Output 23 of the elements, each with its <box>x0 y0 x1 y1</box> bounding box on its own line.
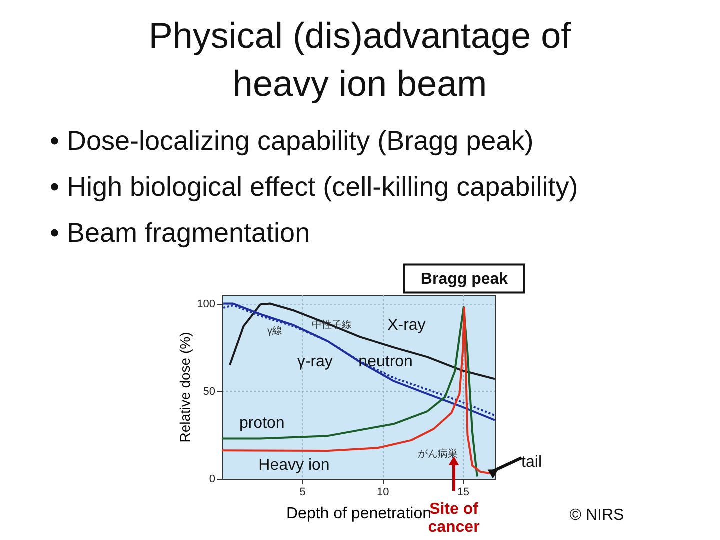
chart-title: Physical (dis)advantage of heavy ion beam <box>148 15 572 104</box>
y-tick-label: 100 <box>197 298 216 310</box>
x-tick-label: 15 <box>457 486 470 498</box>
text: © NIRS <box>570 507 624 524</box>
annotation: がん病巣 <box>418 448 458 460</box>
series-label: γ-ray <box>297 354 333 371</box>
line-series <box>229 302 495 380</box>
annotation: γ線 <box>268 326 282 337</box>
series-label: proton <box>239 414 285 432</box>
annotation: tail <box>522 454 542 471</box>
x-tick-label: 10 <box>376 486 390 498</box>
series-label: Heavy ion <box>258 456 330 474</box>
text: • High biological effect (cell-killing capability) <box>50 172 578 202</box>
y-axis-title: Relative dose (%) <box>177 332 194 443</box>
annotation: Bragg peak <box>420 270 508 288</box>
y-tick-label: 50 <box>203 386 216 398</box>
text: • Beam fragmentation <box>50 218 310 248</box>
series-label: X-ray <box>388 316 426 334</box>
text: • Dose-localizing capability (Bragg peak) <box>50 126 534 156</box>
y-tick-label: 0 <box>209 474 216 486</box>
x-tick-label: 5 <box>300 486 306 498</box>
series-label: neutron <box>358 354 413 371</box>
x-axis-title: Depth of penetration <box>286 506 432 522</box>
